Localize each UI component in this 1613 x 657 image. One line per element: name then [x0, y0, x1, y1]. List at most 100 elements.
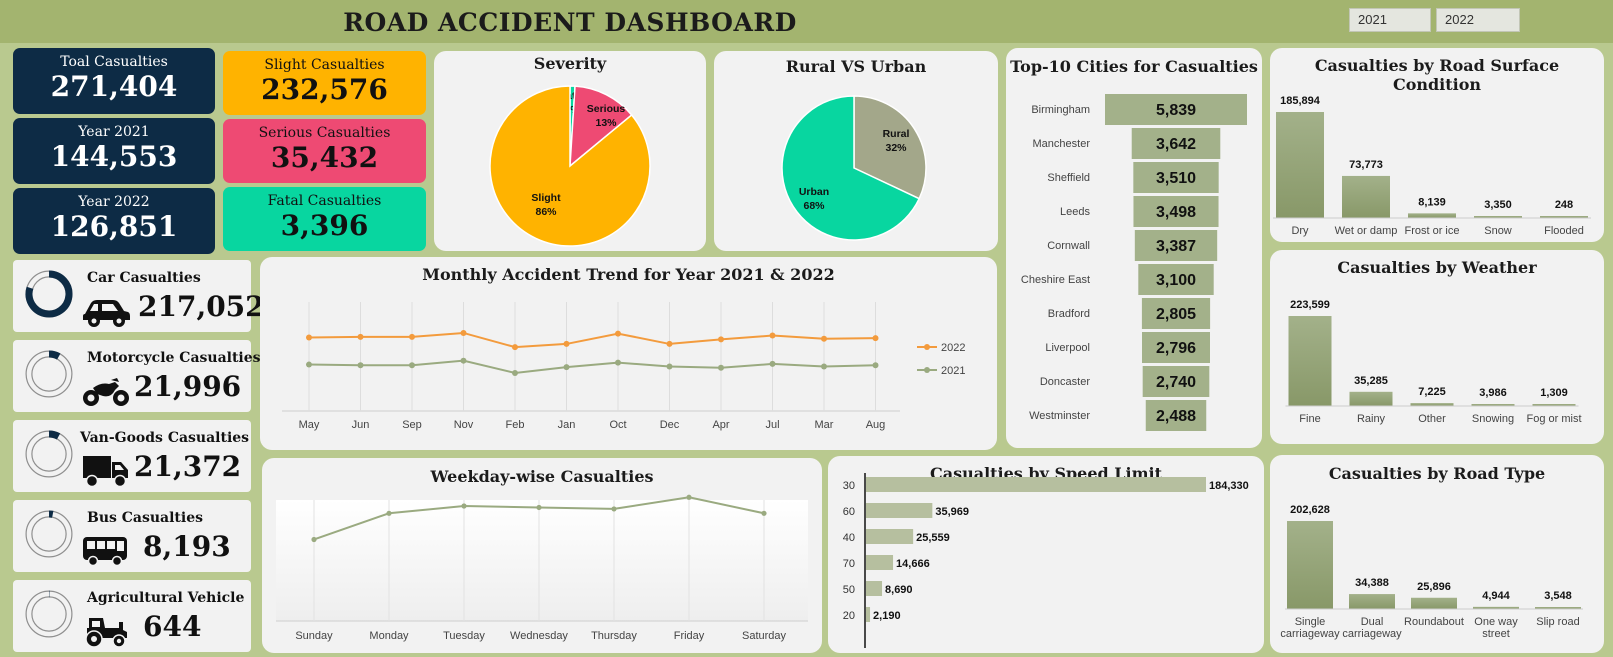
top-cities-funnel-chart: 5,839 Birmingham 3,642 Manchester 3,510 Sheff… [1021, 94, 1247, 431]
speed-value-label: 2,190 [873, 610, 901, 622]
road-surface-card: Casualties by Road Surface Condition 185… [1270, 48, 1604, 242]
bar-category-label: Snowing [1472, 413, 1514, 425]
bar-value-label: 248 [1555, 199, 1573, 211]
series-point [615, 330, 621, 337]
bar [1349, 594, 1395, 609]
year-slicer-2022[interactable]: 2022 [1436, 8, 1520, 32]
city-bar [1142, 332, 1210, 363]
bar-category-label: One way [1474, 616, 1518, 628]
city-label: Bradford [1048, 308, 1090, 320]
kpi-value: 126,851 [50, 210, 178, 243]
rural-urban-title: Rural VS Urban [785, 57, 927, 76]
month-label: Mar [815, 419, 834, 431]
city-label: Doncaster [1040, 376, 1090, 388]
month-label: Jun [352, 419, 370, 431]
city-label: Sheffield [1047, 172, 1090, 184]
series-point [615, 359, 621, 366]
weather-title: Casualties by Weather [1337, 258, 1537, 277]
kpi-value: 144,553 [50, 140, 178, 173]
kpi-total-casualties: Toal Casualties 271,404 [13, 48, 215, 114]
bar [1540, 216, 1588, 218]
bar-value-label: 185,894 [1280, 95, 1321, 107]
city-bar [1133, 196, 1219, 227]
pie-label-name: Slight [531, 192, 561, 204]
kpi-slight-casualties: Slight Casualties 232,576 [223, 51, 426, 115]
vehicle-card-agricultural: Agricultural Vehicle 644 [13, 580, 251, 652]
bar [1471, 404, 1515, 406]
bar-category-label: Single [1295, 616, 1326, 628]
donut-track-inner [26, 591, 72, 637]
bar-category-label: Fine [1299, 413, 1320, 425]
motorcycle-share-donut [25, 350, 73, 398]
bar-value-label: 73,773 [1349, 159, 1383, 171]
bar-category-label: Fog or mist [1526, 413, 1581, 425]
pie-label-name: Serious [587, 103, 626, 115]
bar-category-label: Wet or damp [1335, 225, 1398, 237]
weekday-point [311, 536, 317, 543]
kpi-value: 35,432 [270, 141, 379, 174]
bar [1474, 216, 1522, 218]
donut-track-inner [26, 431, 72, 477]
city-label: Manchester [1033, 138, 1091, 150]
bar-category-label: Snow [1484, 225, 1512, 237]
plot-area [276, 500, 808, 621]
month-label: Feb [506, 419, 525, 431]
vehicle-card-bus: Bus Casualties 8,193 [13, 500, 251, 572]
series-point [409, 333, 415, 340]
van-share-donut [25, 430, 73, 478]
monthly-trend-title: Monthly Accident Trend for Year 2021 & 2… [422, 265, 835, 284]
donut-share-arc [48, 350, 61, 360]
city-bar [1134, 230, 1218, 261]
kpi-label: Slight Casualties [264, 57, 385, 73]
legend-marker [924, 367, 930, 373]
series-point [769, 332, 776, 339]
weekday-point [461, 503, 467, 509]
city-bar [1145, 400, 1207, 431]
severity-card: Severity Fatal 1% Serious 13% Slight 86% [434, 51, 706, 251]
series-point [666, 340, 673, 347]
rural-urban-card: Rural VS Urban Rural 32% Urban 68% [714, 51, 998, 251]
vehicle-value: 644 [143, 610, 202, 643]
kpi-label: Year 2021 [78, 124, 150, 140]
city-label: Cornwall [1047, 240, 1090, 252]
speed-value-label: 25,559 [916, 532, 950, 544]
pie-label-name: Rural [883, 128, 910, 140]
road-surface-title: Casualties by Road Surface Condition [1314, 56, 1560, 94]
bar [1287, 521, 1333, 609]
bar-value-label: 3,350 [1484, 199, 1512, 211]
bar-value-label: 25,896 [1417, 581, 1451, 593]
year-slicer-2021[interactable]: 2021 [1349, 8, 1431, 32]
series-line-2021 [308, 359, 876, 374]
bar [1349, 391, 1393, 406]
pie-label-percent: 68% [803, 200, 825, 212]
pie-label-percent: 86% [535, 206, 557, 218]
kpi-serious-casualties: Serious Casualties 35,432 [223, 119, 426, 183]
weekday-label: Monday [369, 630, 409, 642]
pie-label-name: Urban [799, 186, 829, 198]
kpi-year-2021: Year 2021 144,553 [13, 118, 215, 184]
vehicle-label: Van-Goods Casualties [80, 430, 250, 446]
motorcycle-icon [83, 378, 129, 406]
month-label: May [299, 419, 320, 431]
bar-category-label: carriageway [1342, 628, 1402, 640]
speed-category-label: 40 [843, 532, 855, 544]
pie-slice-urban [781, 95, 921, 241]
month-label: Nov [454, 419, 474, 431]
month-label: Dec [660, 419, 680, 431]
bar [1342, 175, 1390, 218]
series-point [666, 363, 673, 370]
series-point [512, 344, 518, 351]
bus-icon [83, 537, 127, 567]
weekday-label: Friday [674, 630, 705, 642]
vehicle-value: 21,996 [134, 370, 242, 403]
top-cities-title: Top-10 Cities for Casualties [1010, 57, 1258, 76]
kpi-value: 3,396 [280, 209, 369, 242]
donut-track-inner [26, 351, 72, 397]
weekday-point [536, 504, 542, 511]
speed-category-label: 30 [843, 480, 855, 492]
city-label: Cheshire East [1021, 274, 1090, 286]
month-label: Aug [866, 419, 886, 431]
city-bar [1105, 94, 1247, 125]
city-label: Liverpool [1045, 342, 1090, 354]
